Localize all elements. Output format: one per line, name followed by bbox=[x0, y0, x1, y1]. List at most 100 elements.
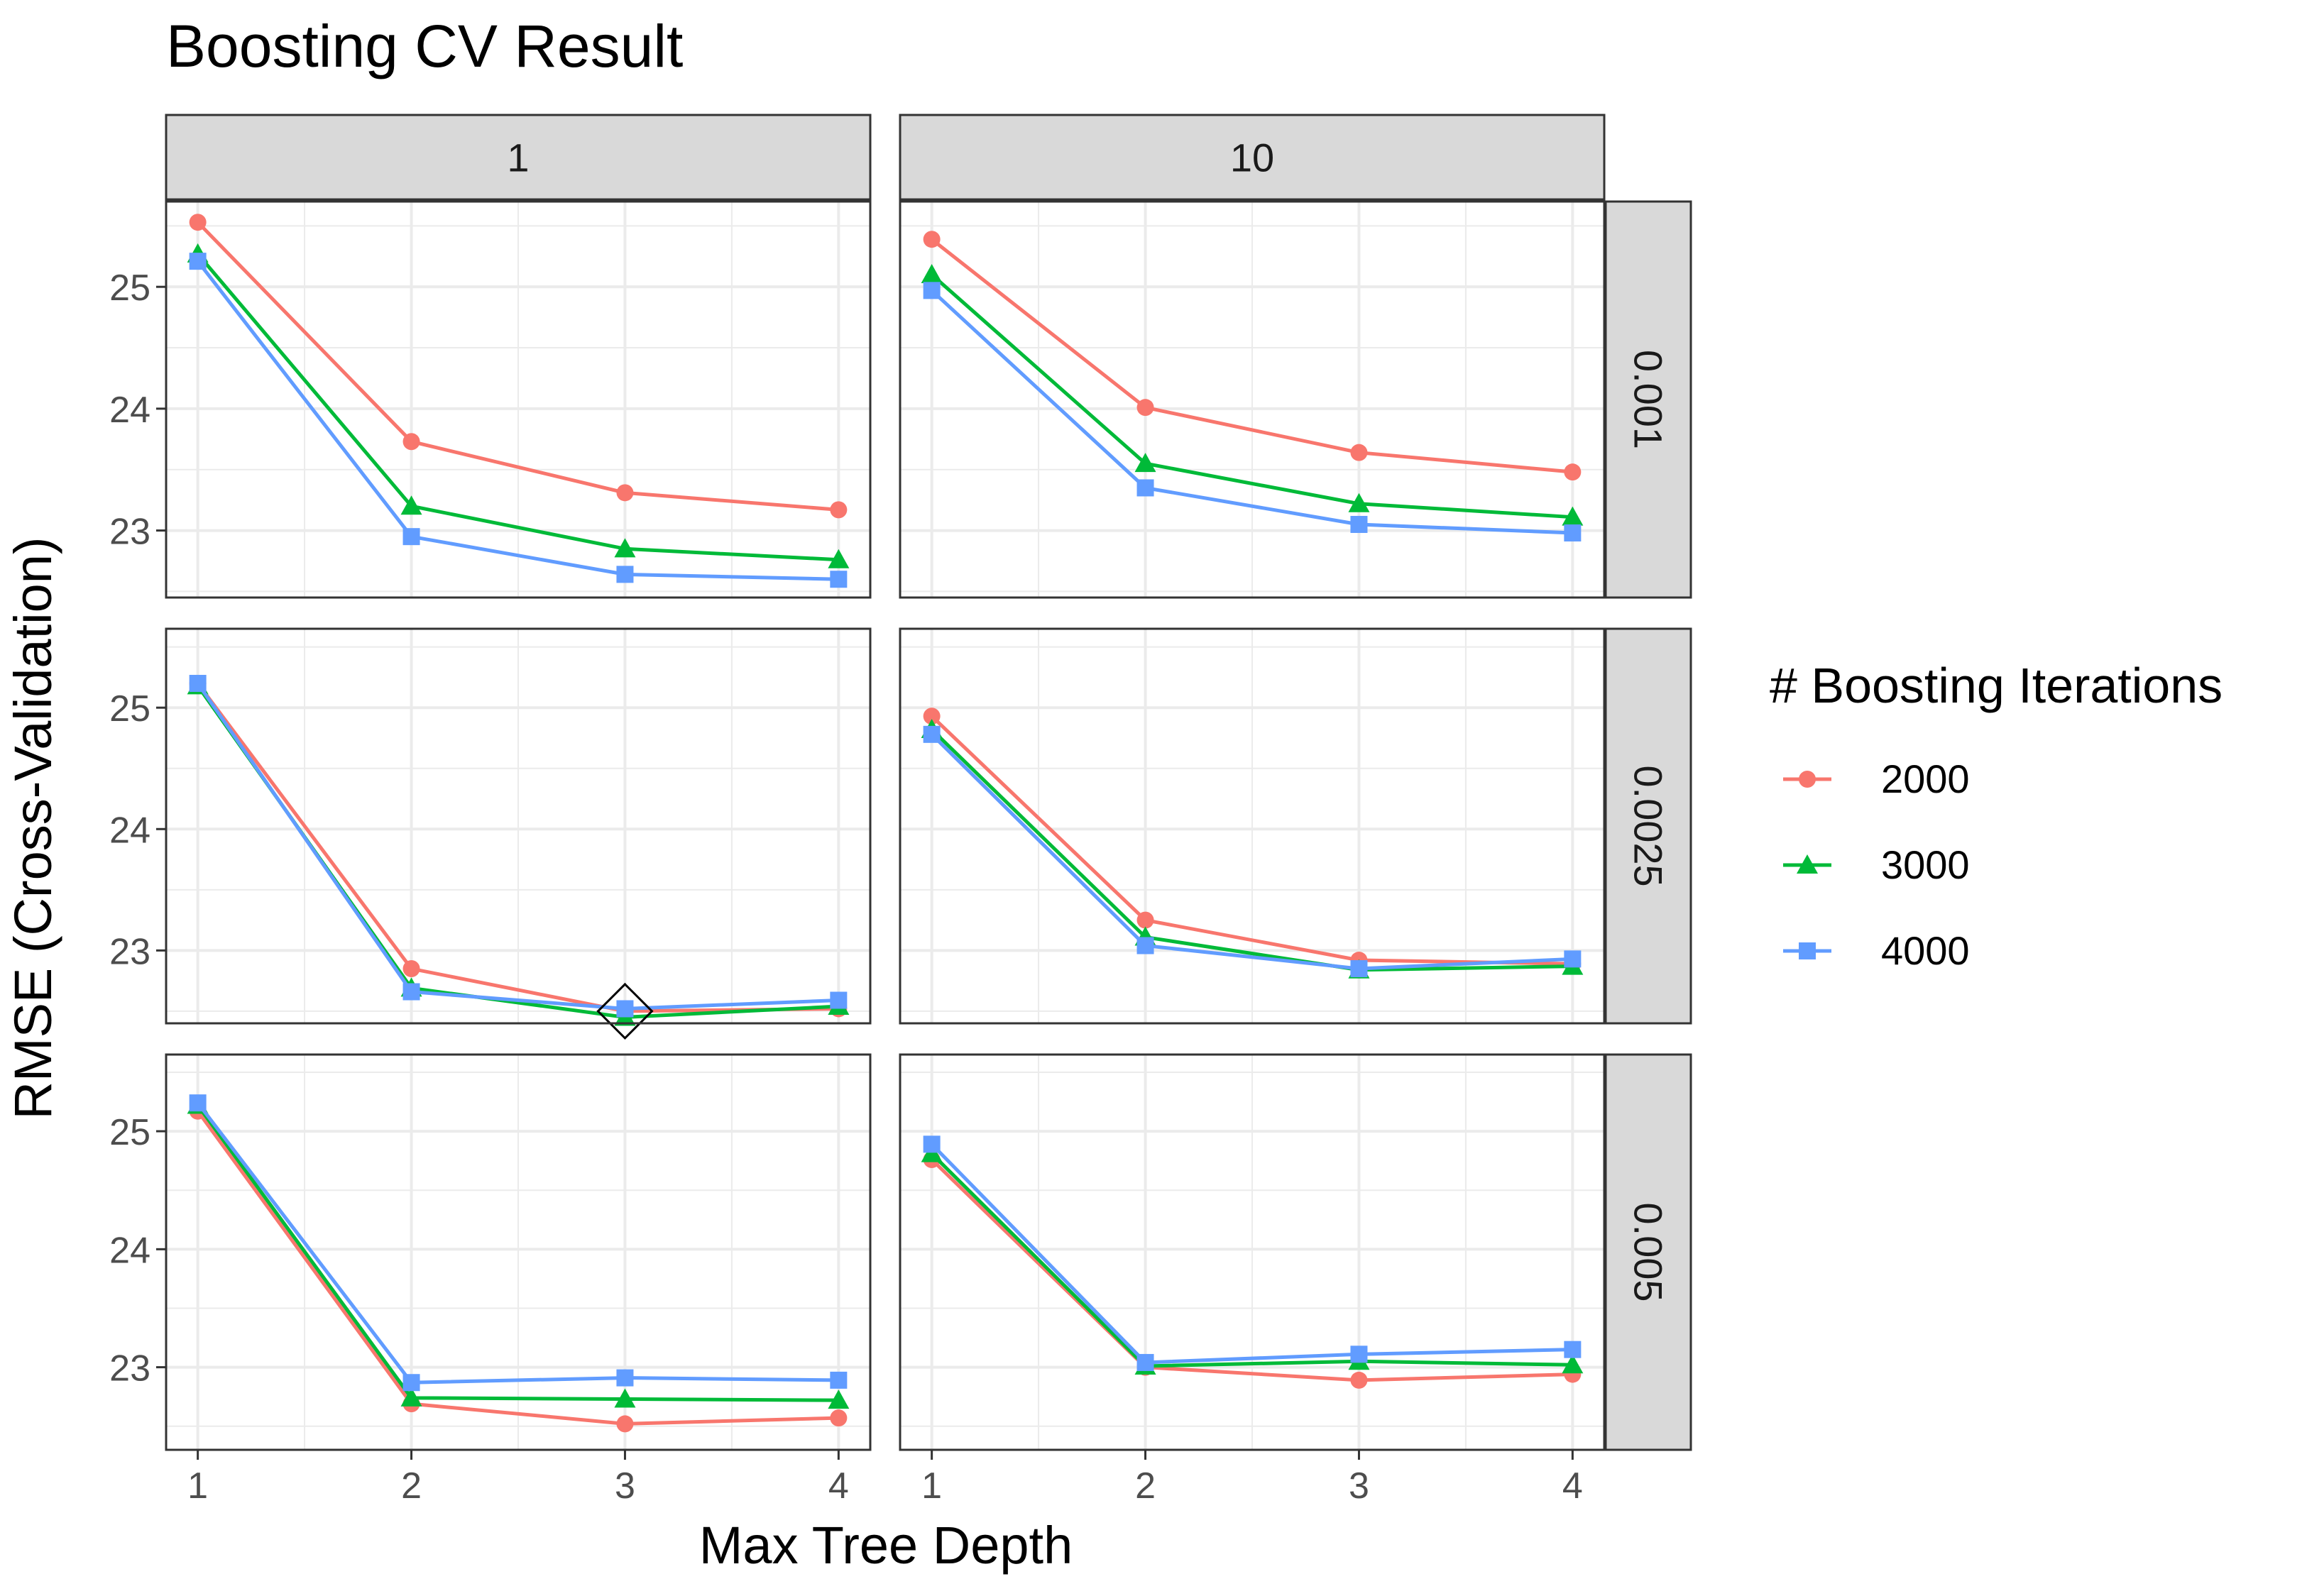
panel-0.005-10: 1 2 3 4 bbox=[899, 1053, 1606, 1507]
facet-strip-row-label: 0.001 bbox=[1626, 350, 1671, 449]
data-point-2000 bbox=[1350, 1371, 1368, 1389]
series-line-3000 bbox=[930, 1152, 1573, 1368]
data-point-4000 bbox=[830, 571, 848, 588]
legend-item-3000: 3000 bbox=[1783, 842, 1970, 887]
facet-strip-row-label: 0.005 bbox=[1626, 1202, 1671, 1301]
data-point-4000 bbox=[1350, 960, 1368, 978]
legend-label: 4000 bbox=[1881, 928, 1970, 973]
x-tick-label: 3 bbox=[615, 1465, 635, 1507]
y-tick-label: 24 bbox=[109, 810, 150, 851]
data-point-4000 bbox=[402, 528, 420, 546]
facet-strip-col-10 bbox=[899, 114, 1606, 201]
data-point-4000 bbox=[616, 1000, 634, 1018]
facet-strip-col-label: 1 bbox=[507, 136, 529, 180]
data-point-4000 bbox=[1136, 1353, 1154, 1371]
best-point-diamond bbox=[596, 982, 654, 1040]
panel-0.0025-1: 23 24 25 bbox=[109, 627, 872, 1040]
legend-key-marker bbox=[1799, 942, 1816, 959]
y-tick-label: 23 bbox=[109, 931, 150, 972]
data-point-4000 bbox=[189, 674, 207, 692]
data-point-3000 bbox=[614, 1388, 636, 1408]
data-point-3000 bbox=[1562, 1354, 1584, 1374]
y-axis-title: RMSE (Cross-Validation) bbox=[4, 536, 62, 1119]
y-tick-label: 24 bbox=[109, 1230, 150, 1271]
data-point-4000 bbox=[1564, 524, 1582, 542]
legend-key-marker bbox=[1797, 854, 1818, 874]
data-point-3000 bbox=[828, 549, 850, 568]
panel-0.0025-10 bbox=[899, 627, 1606, 1025]
data-point-4000 bbox=[1564, 1341, 1582, 1358]
series-line-4000 bbox=[930, 1143, 1573, 1365]
legend-item-2000: 2000 bbox=[1783, 756, 1970, 801]
data-point-4000 bbox=[830, 991, 848, 1009]
series-line-3000 bbox=[930, 728, 1573, 972]
panel-border bbox=[165, 200, 872, 599]
data-point-4000 bbox=[923, 1135, 941, 1153]
series-line-4000 bbox=[930, 289, 1573, 535]
data-point-4000 bbox=[1564, 950, 1582, 968]
legend-label: 2000 bbox=[1881, 756, 1970, 801]
data-point-4000 bbox=[402, 1374, 420, 1392]
data-point-2000 bbox=[830, 1409, 848, 1427]
y-tick-label: 25 bbox=[109, 688, 150, 730]
data-point-2000 bbox=[1136, 399, 1154, 417]
data-point-4000 bbox=[1136, 479, 1154, 497]
series-line-3000 bbox=[196, 253, 839, 562]
facet-strip-row-0.001 bbox=[1604, 200, 1692, 599]
series-line-2000 bbox=[930, 1158, 1573, 1382]
facet-strip-row-0.0025 bbox=[1604, 627, 1692, 1025]
x-tick-label: 1 bbox=[187, 1465, 208, 1507]
y-tick-label: 23 bbox=[109, 512, 150, 553]
facet-strip-row-0.005 bbox=[1604, 1053, 1692, 1451]
data-point-4000 bbox=[830, 1371, 848, 1389]
data-point-4000 bbox=[923, 725, 941, 743]
series-line-3000 bbox=[196, 1104, 839, 1402]
x-tick-label: 4 bbox=[1562, 1465, 1583, 1507]
data-point-4000 bbox=[189, 1094, 207, 1112]
y-tick-label: 23 bbox=[109, 1348, 150, 1389]
series-line-4000 bbox=[930, 733, 1573, 971]
series-line-4000 bbox=[196, 1101, 839, 1385]
panel-0.001-10 bbox=[899, 200, 1606, 599]
y-tick-label: 25 bbox=[109, 1112, 150, 1153]
data-point-2000 bbox=[189, 214, 207, 231]
data-point-3000 bbox=[921, 264, 943, 284]
series-line-2000 bbox=[930, 715, 1573, 966]
data-point-2000 bbox=[1350, 444, 1368, 461]
data-point-4000 bbox=[923, 282, 941, 299]
x-tick-label: 2 bbox=[401, 1465, 422, 1507]
chart-title: Boosting CV Result bbox=[166, 13, 683, 79]
legend-label: 3000 bbox=[1881, 842, 1970, 887]
data-point-3000 bbox=[1562, 506, 1584, 526]
x-tick-label: 1 bbox=[921, 1465, 942, 1507]
panel-border bbox=[899, 627, 1606, 1025]
data-point-4000 bbox=[616, 566, 634, 583]
data-point-4000 bbox=[616, 1369, 634, 1387]
series-line-4000 bbox=[196, 682, 839, 1011]
data-point-2000 bbox=[923, 708, 941, 725]
panel-border bbox=[899, 1053, 1606, 1451]
y-tick-label: 24 bbox=[109, 390, 150, 431]
series-line-2000 bbox=[196, 682, 839, 1013]
data-point-3000 bbox=[400, 495, 422, 515]
panel-border bbox=[165, 627, 872, 1025]
series-line-2000 bbox=[196, 221, 839, 512]
legend-title: # Boosting Iterations bbox=[1770, 658, 2223, 713]
x-tick-label: 3 bbox=[1349, 1465, 1369, 1507]
legend-item-4000: 4000 bbox=[1783, 928, 1970, 973]
series-line-4000 bbox=[196, 260, 839, 581]
data-point-4000 bbox=[189, 253, 207, 270]
panel-0.001-1: 23 24 25 bbox=[109, 200, 872, 599]
series-line-2000 bbox=[196, 1110, 839, 1426]
data-point-4000 bbox=[1350, 515, 1368, 533]
data-point-2000 bbox=[923, 231, 941, 248]
data-point-4000 bbox=[402, 983, 420, 1001]
data-point-2000 bbox=[1564, 463, 1582, 481]
series-line-2000 bbox=[931, 238, 1573, 474]
data-point-3000 bbox=[1348, 492, 1370, 512]
data-point-3000 bbox=[400, 1387, 422, 1407]
x-axis-title: Max Tree Depth bbox=[699, 1516, 1073, 1575]
